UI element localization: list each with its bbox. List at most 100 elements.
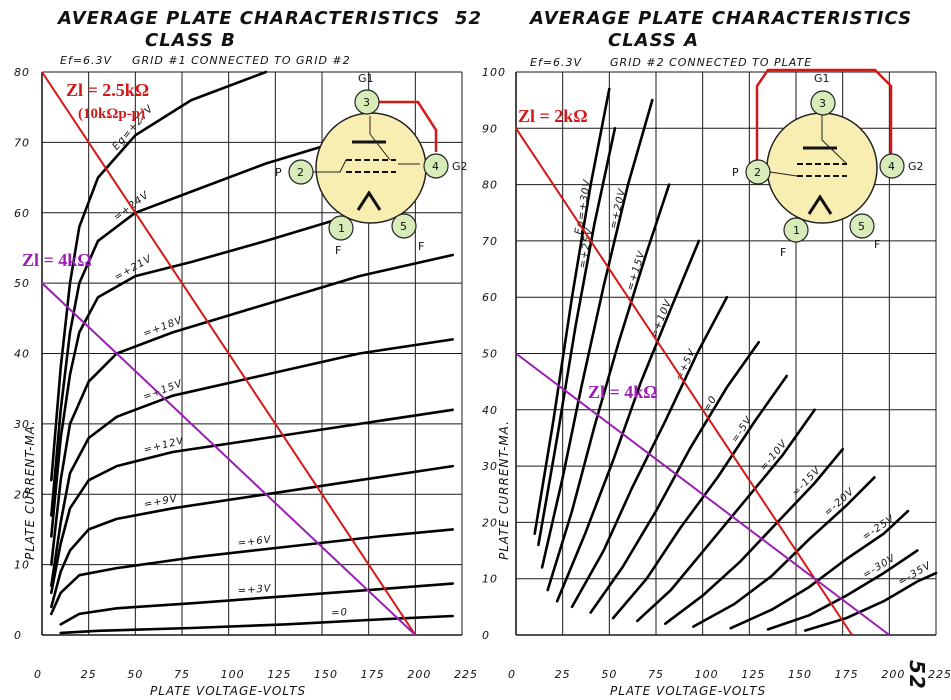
right-ytick-100: 100: [482, 66, 506, 79]
right-curve-label-20v: =+20V: [608, 187, 628, 230]
left-curve-label-3v: =+3V: [237, 583, 272, 597]
left-curve-15v: [50, 338, 454, 587]
left-xtick-150: 150: [314, 668, 338, 681]
left-ytick-0: 0: [14, 629, 22, 642]
right-curve-20v: [540, 98, 654, 569]
right-xtick-100: 100: [695, 668, 719, 681]
left-ytick-20: 20: [14, 488, 30, 501]
right-ytick-30: 30: [482, 460, 498, 473]
left-red-load-sublabel: (10kΩp-p): [78, 106, 145, 122]
right-ytick-80: 80: [482, 179, 498, 192]
left-curve-21v: [50, 211, 361, 538]
left-load-line-0: [41, 71, 417, 636]
right-curve-25v: [537, 127, 617, 547]
right-xtick-25: 25: [555, 668, 571, 681]
right-subtitle: CLASS A: [608, 30, 699, 51]
right-xtick-225: 225: [928, 668, 951, 681]
right-curve-25v: [729, 509, 910, 630]
right-ytick-60: 60: [482, 291, 498, 304]
right-curve-label-5v: =+5V: [674, 347, 698, 383]
left-load-line-1: [41, 282, 417, 636]
right-curve-20v: [692, 476, 876, 628]
left-ylabel: PLATE CURRENT-MA.: [23, 420, 37, 560]
right-ytick-70: 70: [482, 235, 498, 248]
right-ytick-20: 20: [482, 516, 498, 529]
right-load-line-1: [515, 352, 890, 636]
left-purple-load-label: Zl = 4kΩ: [22, 250, 92, 270]
right-ytick-0: 0: [482, 629, 490, 642]
left-xtick-25: 25: [81, 668, 97, 681]
left-curve-9v: [50, 464, 454, 609]
label-fb-right: F: [874, 238, 880, 251]
left-xtick-225: 225: [454, 668, 478, 681]
label-g2b: G2: [908, 160, 924, 173]
right-xtick-75: 75: [648, 668, 664, 681]
right-ylabel: PLATE CURRENT-MA.: [497, 420, 511, 560]
pin-1-label: 1: [338, 222, 345, 235]
right-curve-30v: [766, 549, 919, 631]
left-ytick-80: 80: [14, 66, 30, 79]
page-number: 52: [455, 8, 482, 29]
pin-1b-label: 1: [793, 224, 800, 237]
label-f-left: F: [335, 244, 341, 257]
class-b-chart: 0 25 50 75 100 125 150 175 200 225010203040506070…: [14, 66, 478, 681]
tube-base-diagram-class-a: 3 2 4 1 5 G1 P G2 F F: [732, 68, 924, 259]
right-curve-label-20v: =-20V: [822, 486, 857, 519]
right-curve-10v: [636, 408, 816, 623]
left-ytick-10: 10: [14, 559, 30, 572]
label-pb: P: [732, 166, 739, 179]
right-curve-0: [589, 340, 760, 614]
pin-2-label: 2: [297, 166, 304, 179]
right-curve-label-15v: =-15V: [790, 465, 823, 499]
pin-5b-label: 5: [858, 220, 865, 233]
left-ytick-50: 50: [14, 277, 30, 290]
label-f-right: F: [418, 240, 424, 253]
left-xtick-75: 75: [174, 668, 190, 681]
right-ytick-50: 50: [482, 348, 498, 361]
class-a-chart: 0 25 50 75 100 125 150 175 200 225010203040506070…: [482, 66, 951, 681]
left-xtick-125: 125: [267, 668, 291, 681]
label-g1: G1: [358, 72, 374, 85]
left-curve-24v: [50, 134, 361, 517]
pin-3-label: 3: [363, 96, 370, 109]
left-xtick-175: 175: [361, 668, 385, 681]
left-curve-label-6v: =+6V: [237, 534, 272, 549]
page-number-rotated: 52: [905, 660, 929, 690]
left-xtick-0: 0: [34, 668, 42, 681]
right-curve-5v: [570, 295, 729, 609]
right-curve-15v: [546, 183, 671, 592]
left-ytick-70: 70: [14, 136, 30, 149]
right-curve-5v: [611, 374, 788, 620]
left-curve-3v: [59, 582, 454, 626]
left-xtick-50: 50: [127, 668, 143, 681]
left-curve-label-21v: =+21V: [113, 253, 155, 283]
left-subtitle: CLASS B: [145, 30, 236, 51]
pin-2b-label: 2: [754, 166, 761, 179]
right-curve-label-10v: =-10V: [758, 438, 790, 473]
right-curve-35v: [804, 571, 938, 632]
left-curve-18v: [50, 253, 454, 566]
pin-4b-label: 4: [888, 160, 895, 173]
right-red-load-label: Zl = 2kΩ: [518, 106, 588, 126]
right-xtick-50: 50: [601, 668, 617, 681]
left-title: AVERAGE PLATE CHARACTERISTICS: [56, 8, 440, 29]
label-g1b: G1: [814, 72, 830, 85]
right-ytick-90: 90: [482, 122, 498, 135]
right-xtick-0: 0: [508, 668, 516, 681]
right-ytick-40: 40: [482, 404, 498, 417]
right-ytick-10: 10: [482, 573, 498, 586]
label-g2: G2: [452, 160, 468, 173]
label-p: P: [275, 166, 282, 179]
right-curve-label-15v: =+15V: [625, 249, 648, 292]
left-red-load-label: Zl = 2.5kΩ: [66, 80, 149, 100]
right-load-line-0: [515, 127, 853, 636]
right-xtick-200: 200: [881, 668, 905, 681]
right-xlabel: PLATE VOLTAGE-VOLTS: [610, 684, 766, 698]
right-title: AVERAGE PLATE CHARACTERISTICS: [528, 8, 912, 29]
left-ytick-30: 30: [14, 418, 30, 431]
left-ef: Ef=6.3V: [60, 54, 113, 67]
left-note: GRID #1 CONNECTED TO GRID #2: [132, 54, 351, 67]
pin-5-label: 5: [400, 220, 407, 233]
right-curve-15v: [664, 447, 844, 625]
left-xtick-200: 200: [407, 668, 431, 681]
